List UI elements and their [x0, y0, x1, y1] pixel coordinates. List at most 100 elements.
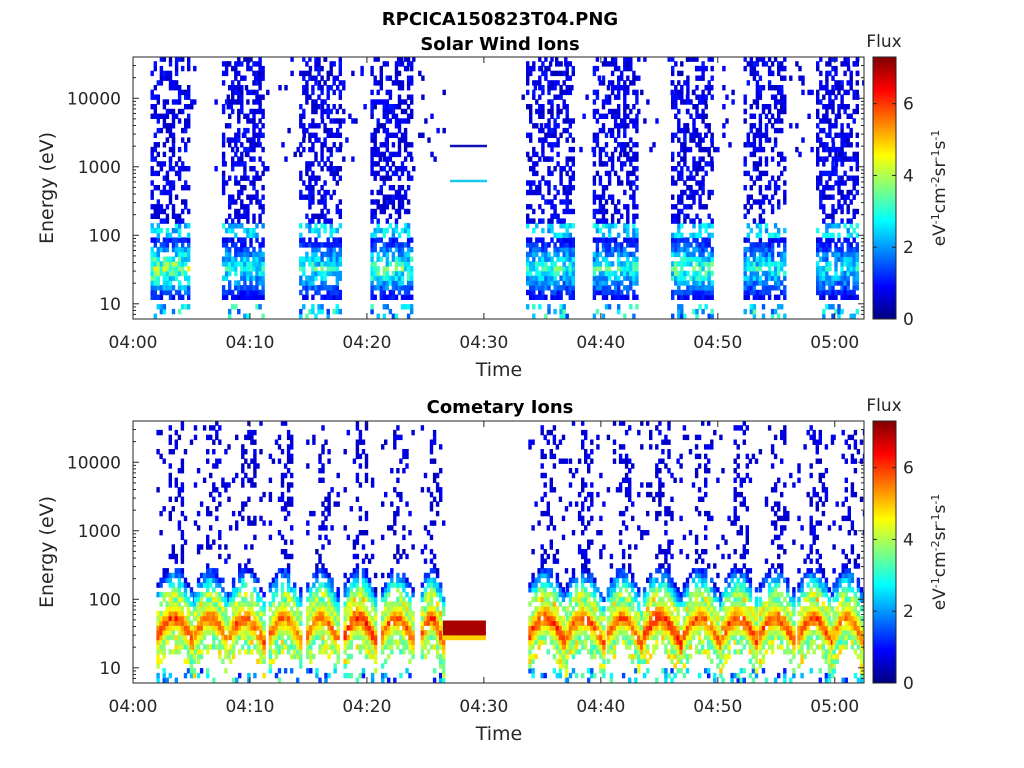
- heatmap-cell: [186, 582, 191, 588]
- heatmap-cell: [571, 289, 575, 296]
- heatmap-cell: [234, 142, 238, 148]
- heatmap-cell: [323, 127, 327, 134]
- heatmap-cell: [397, 61, 402, 67]
- heatmap-cell: [246, 275, 250, 281]
- heatmap-cell: [559, 166, 563, 172]
- heatmap-cell: [825, 280, 829, 286]
- heatmap-cell: [680, 280, 684, 286]
- heatmap-cell: [317, 94, 321, 100]
- heatmap-cell: [177, 285, 182, 291]
- heatmap-cell: [698, 204, 702, 210]
- heatmap-cell: [376, 227, 380, 234]
- heatmap-cell: [846, 256, 850, 262]
- heatmap-cell: [311, 118, 315, 124]
- heatmap-cell: [613, 113, 618, 119]
- heatmap-cell: [335, 266, 339, 272]
- heatmap-cell: [218, 425, 222, 431]
- heatmap-cell: [280, 610, 285, 617]
- heatmap-cell: [338, 213, 342, 219]
- heatmap-cell: [261, 132, 265, 138]
- heatmap-cell: [758, 294, 763, 300]
- heatmap-cell: [324, 534, 328, 541]
- heatmap-cell: [296, 634, 300, 641]
- heatmap-cell: [258, 104, 262, 110]
- heatmap-cell: [338, 275, 342, 281]
- heatmap-cell: [323, 275, 327, 281]
- heatmap-cell: [189, 587, 194, 593]
- heatmap-cell: [819, 199, 823, 205]
- heatmap-cell: [565, 65, 569, 72]
- heatmap-cell: [262, 649, 266, 655]
- heatmap-cell: [308, 308, 312, 315]
- heatmap-cell: [725, 118, 729, 124]
- heatmap-cell: [692, 118, 696, 124]
- heatmap-cell: [192, 658, 197, 664]
- heatmap-cell: [396, 80, 401, 86]
- heatmap-cell: [274, 672, 279, 679]
- heatmap-cell: [177, 270, 182, 277]
- heatmap-cell: [231, 653, 236, 660]
- heatmap-cell: [780, 304, 784, 310]
- heatmap-cell: [535, 270, 539, 277]
- heatmap-cell: [410, 294, 414, 300]
- heatmap-cell: [758, 113, 763, 119]
- heatmap-cell: [692, 194, 696, 200]
- heatmap-cell: [613, 270, 618, 277]
- heatmap-cell: [529, 251, 533, 258]
- heatmap-cell: [710, 223, 714, 229]
- heatmap-cell: [746, 275, 750, 281]
- heatmap-cell: [629, 108, 633, 115]
- heatmap-cell: [162, 308, 167, 315]
- heatmap-cell: [252, 142, 256, 148]
- heatmap-cell: [258, 246, 262, 253]
- heatmap-cell: [601, 246, 606, 253]
- heatmap-cell: [261, 75, 265, 81]
- heatmap-cell: [180, 639, 185, 645]
- heatmap-cell: [193, 639, 198, 645]
- heatmap-cell: [335, 146, 339, 153]
- heatmap-cell: [568, 123, 572, 129]
- heatmap-cell: [538, 294, 542, 300]
- heatmap-cell: [318, 458, 322, 464]
- heatmap-cell: [620, 75, 624, 81]
- heatmap-cell: [231, 223, 235, 229]
- heatmap-cell: [299, 620, 303, 626]
- heatmap-cell: [189, 653, 194, 660]
- heatmap-cell: [770, 204, 775, 210]
- heatmap-cell: [652, 142, 656, 148]
- heatmap-cell: [249, 166, 253, 172]
- heatmap-cell: [379, 166, 383, 172]
- heatmap-cell: [598, 227, 603, 234]
- heatmap-cell: [250, 544, 254, 550]
- heatmap-cell: [704, 304, 708, 310]
- heatmap-cell: [250, 596, 254, 603]
- heatmap-cell: [223, 161, 227, 167]
- heatmap-cell: [370, 89, 374, 96]
- heatmap-cell: [834, 85, 839, 91]
- heatmap-cell: [243, 204, 247, 210]
- heatmap-cell: [184, 256, 188, 262]
- heatmap-cell: [568, 156, 572, 162]
- heatmap-cell: [314, 242, 318, 248]
- heatmap-cell: [244, 596, 248, 603]
- heatmap-cell: [613, 204, 618, 210]
- heatmap-cell: [852, 118, 856, 124]
- heatmap-cell: [604, 280, 609, 286]
- heatmap-cell: [825, 275, 829, 281]
- heatmap-cell: [562, 189, 566, 196]
- heatmap-cell: [255, 270, 259, 277]
- heatmap-cell: [689, 251, 693, 258]
- heatmap-cell: [674, 213, 678, 219]
- heatmap-cell: [538, 113, 542, 119]
- heatmap-cell: [258, 80, 262, 86]
- heatmap-cell: [755, 261, 760, 267]
- heatmap-cell: [180, 425, 185, 431]
- heatmap-cell: [324, 615, 328, 622]
- heatmap-cell: [400, 294, 405, 300]
- heatmap-cell: [565, 223, 569, 229]
- heatmap-cell: [180, 510, 185, 517]
- heatmap-cell: [632, 204, 636, 210]
- heatmap-cell: [335, 304, 339, 310]
- heatmap-cell: [701, 185, 705, 191]
- heatmap-cell: [710, 189, 714, 196]
